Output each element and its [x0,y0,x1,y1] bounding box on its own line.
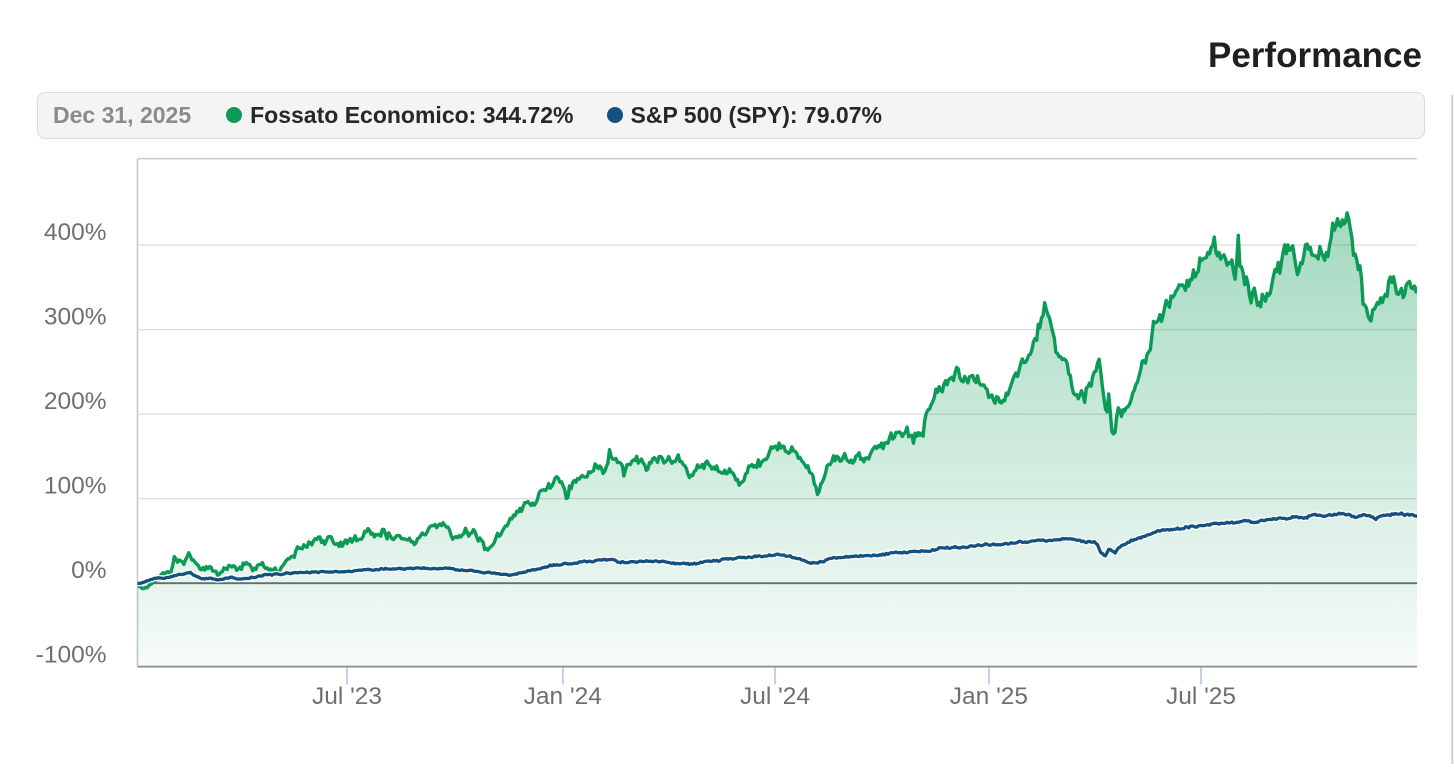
svg-text:-100%: -100% [36,641,107,668]
svg-text:Jan '25: Jan '25 [950,683,1028,710]
svg-text:400%: 400% [44,219,107,246]
svg-text:Jul '23: Jul '23 [312,683,382,710]
svg-text:300%: 300% [44,303,107,330]
svg-text:100%: 100% [44,472,107,499]
svg-text:Jan '24: Jan '24 [524,683,602,710]
svg-text:200%: 200% [44,388,107,415]
svg-text:Jul '24: Jul '24 [740,683,810,710]
svg-text:Jul '25: Jul '25 [1166,683,1236,710]
svg-text:0%: 0% [71,557,106,584]
